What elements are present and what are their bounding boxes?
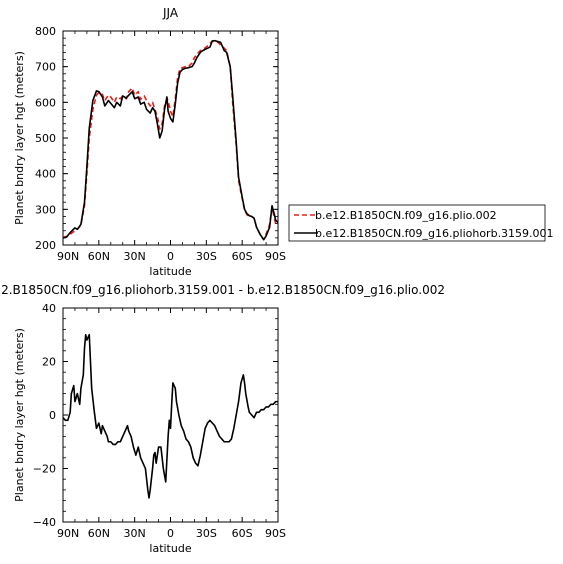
x-tick-label: 90S (265, 527, 286, 540)
panel-1-legend: b.e12.B1850CN.f09_g16.plio.002 b.e12.B185… (288, 204, 554, 242)
y-tick-label: 300 (35, 203, 56, 216)
series-line-0 (62, 333, 278, 499)
x-tick-label: 30S (196, 250, 217, 263)
x-axis-label: latitude (149, 542, 191, 555)
legend-label-0: b.e12.B1850CN.f09_g16.plio.002 (315, 209, 497, 222)
x-tick-label: 30N (124, 250, 146, 263)
legend-label-1: b.e12.B1850CN.f09_g16.pliohorb.3159.001 (315, 227, 554, 240)
x-tick-label: 90N (57, 527, 79, 540)
y-tick-label: 700 (35, 61, 56, 74)
y-tick-label: 800 (35, 25, 56, 38)
series-line-1 (62, 39, 279, 241)
x-tick-label: 0 (167, 527, 174, 540)
x-axis-label: latitude (149, 265, 191, 278)
y-tick-label: 400 (35, 168, 56, 181)
y-tick-label: 40 (42, 302, 56, 315)
x-tick-label: 60S (232, 527, 253, 540)
x-tick-label: 60N (88, 527, 110, 540)
y-tick-label: 200 (35, 239, 56, 252)
y-tick-label: 20 (42, 356, 56, 369)
x-tick-label: 60S (232, 250, 253, 263)
y-tick-label: −40 (33, 516, 56, 529)
x-tick-label: 90N (57, 250, 79, 263)
x-tick-label: 30N (124, 527, 146, 540)
chart-title: b.e12.B1850CN.f09_g16.pliohorb.3159.001 … (0, 283, 445, 297)
x-tick-label: 60N (88, 250, 110, 263)
x-tick-label: 30S (196, 527, 217, 540)
chart-title: JJA (162, 6, 179, 20)
y-tick-label: −20 (33, 463, 56, 476)
y-tick-label: 500 (35, 132, 56, 145)
panel-1-chart: 90N 60N 30N 0 30S 60S 90S 200 300 400 500 600 700 800… (13, 6, 286, 278)
y-tick-label: 0 (49, 409, 56, 422)
legend-box (288, 204, 546, 242)
x-tick-label: 0 (167, 250, 174, 263)
y-tick-label: 600 (35, 96, 56, 109)
panel-2-chart: 90N 60N 30N 0 30S 60S 90S −40 −20 0 20 40 latitude Pl… (0, 283, 445, 555)
y-axis-label: Planet bndry layer hgt (meters) (13, 51, 26, 225)
y-axis-label: Planet bndry layer hgt (meters) (13, 328, 26, 502)
x-tick-label: 90S (265, 250, 286, 263)
